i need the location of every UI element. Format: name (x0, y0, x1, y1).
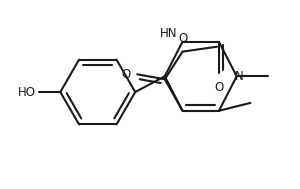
Text: O: O (121, 68, 130, 81)
Text: N: N (235, 70, 244, 83)
Text: HN: HN (160, 27, 178, 40)
Text: O: O (214, 81, 224, 94)
Text: O: O (178, 32, 187, 45)
Text: HO: HO (18, 86, 36, 98)
